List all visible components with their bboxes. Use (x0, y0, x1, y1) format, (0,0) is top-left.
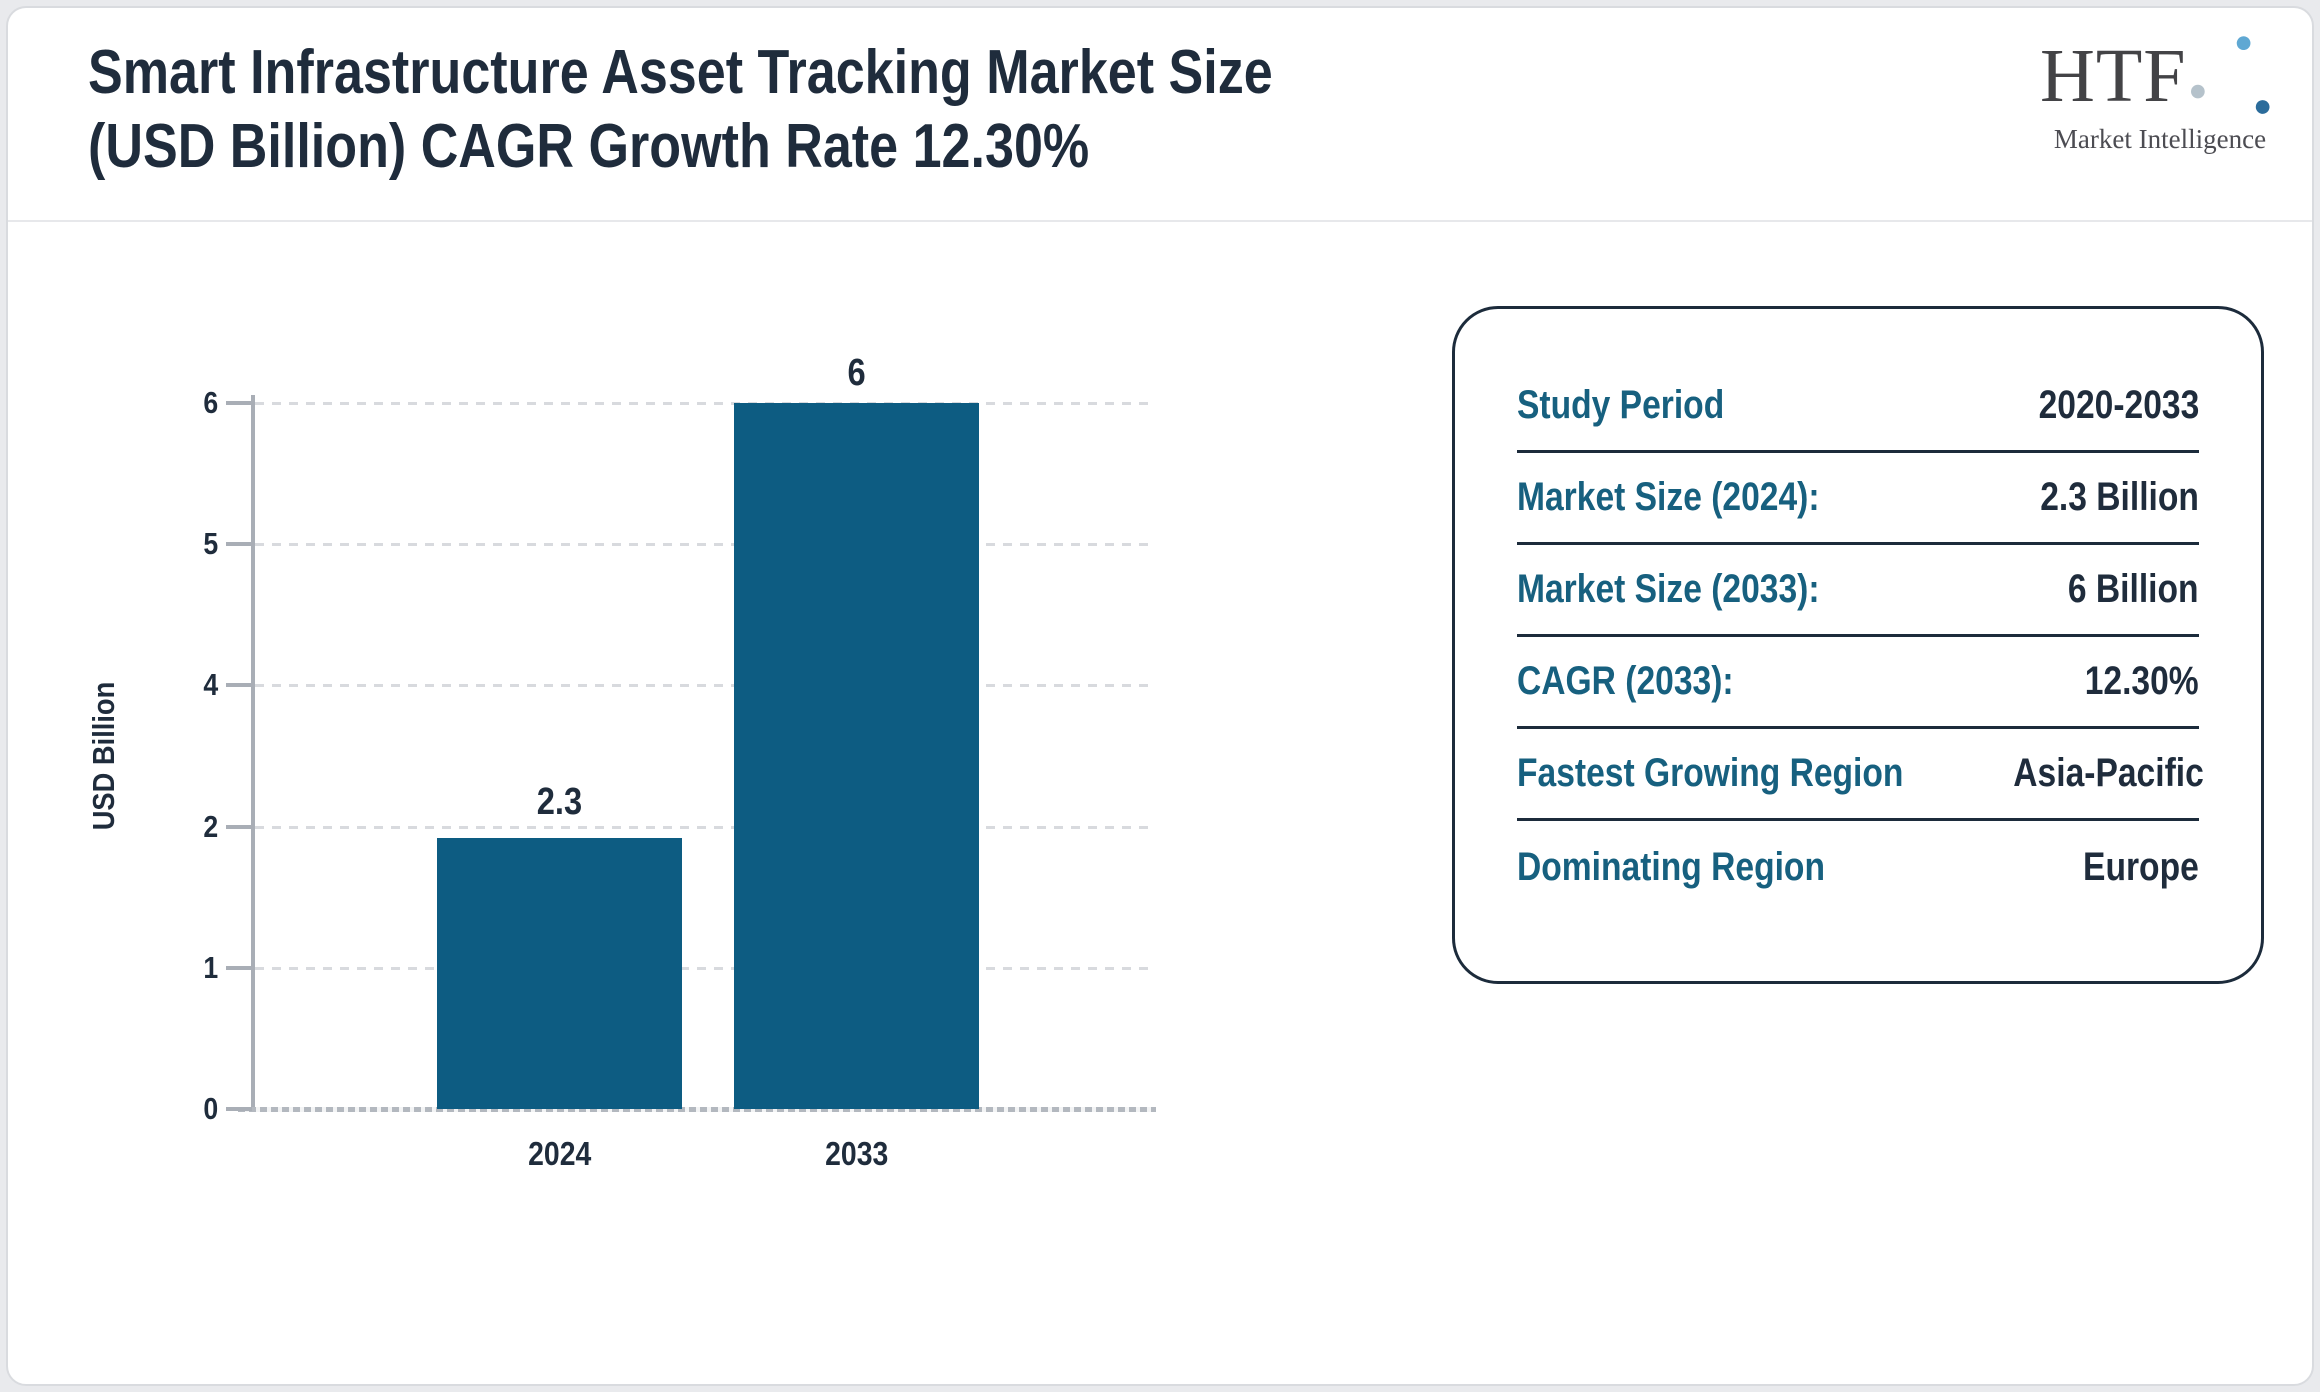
y-tick-mark (226, 542, 252, 546)
info-row-study-period: Study Period 2020-2033 (1517, 361, 2199, 453)
htf-logo: HTF Market Inte (2040, 24, 2280, 154)
bar-2033 (734, 403, 979, 1109)
x-axis-baseline (238, 1107, 1156, 1112)
y-tick-label: 6 (203, 385, 218, 420)
y-axis-title: USD Billion (86, 681, 121, 831)
info-row-market-size-2024: Market Size (2024): 2.3 Billion (1517, 453, 2199, 545)
info-row-value: 12.30% (2085, 659, 2199, 703)
info-row-cagr: CAGR (2033): 12.30% (1517, 637, 2199, 729)
page-title-line1: Smart Infrastructure Asset Tracking Mark… (88, 38, 1273, 107)
htf-swirl-icon (2190, 36, 2270, 116)
gridline-5 (255, 543, 1155, 546)
gridline-6 (255, 402, 1155, 405)
bar-value-label-2024: 2.3 (536, 781, 583, 823)
gridline-2 (255, 826, 1155, 829)
info-row-value: 2020-2033 (2038, 383, 2199, 427)
info-panel: Study Period 2020-2033 Market Size (2024… (1452, 306, 2264, 984)
info-row-label: Study Period (1517, 383, 1725, 427)
y-tick-mark (226, 683, 252, 687)
y-tick-label: 2 (203, 809, 218, 844)
y-tick-label: 5 (203, 526, 218, 561)
info-row-market-size-2033: Market Size (2033): 6 Billion (1517, 545, 2199, 637)
page-title-line2: (USD Billion) CAGR Growth Rate 12.30% (88, 112, 1090, 181)
y-tick-mark (226, 825, 252, 829)
y-tick-mark (226, 966, 252, 970)
info-row-value: 6 Billion (2068, 567, 2199, 611)
info-row-value: Europe (2083, 844, 2199, 889)
htf-logo-row: HTF (2040, 24, 2280, 128)
info-row-label: CAGR (2033): (1517, 659, 1734, 703)
gridline-4 (255, 684, 1155, 687)
bar-2024 (437, 838, 682, 1109)
x-tick-label-2033: 2033 (824, 1135, 889, 1172)
header-divider (8, 220, 2312, 222)
y-tick-label: 0 (203, 1091, 218, 1126)
info-row-label: Market Size (2024): (1517, 475, 1820, 519)
info-row-label: Dominating Region (1517, 844, 1825, 889)
info-row-label: Fastest Growing Region (1517, 751, 1904, 795)
y-axis-line (251, 395, 255, 1111)
y-tick-label: 4 (203, 667, 218, 702)
page-title: Smart Infrastructure Asset Tracking Mark… (88, 36, 1273, 184)
htf-logo-text: HTF (2040, 34, 2187, 118)
bar-value-label-2033: 6 (847, 352, 866, 394)
info-row-value: 2.3 Billion (2040, 475, 2199, 519)
y-tick-mark (226, 401, 252, 405)
info-row-dominating-region: Dominating Region Europe (1517, 821, 2199, 913)
info-row-fastest-growing-region: Fastest Growing Region Asia-Pacific (1517, 729, 2204, 821)
y-tick-label: 1 (203, 950, 218, 985)
gridline-1 (255, 967, 1155, 970)
x-tick-label-2024: 2024 (527, 1135, 592, 1172)
info-row-label: Market Size (2033): (1517, 567, 1820, 611)
info-row-value: Asia-Pacific (2013, 751, 2204, 795)
y-tick-mark (226, 1107, 252, 1111)
htf-logo-subtext: Market Intelligence (2053, 124, 2267, 154)
